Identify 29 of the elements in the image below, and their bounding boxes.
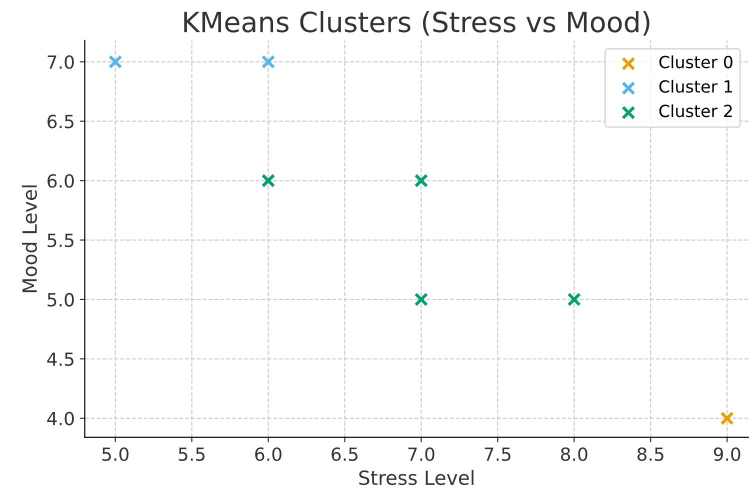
point (720, 411, 734, 426)
x-tick-label: 7.5 (484, 448, 510, 461)
point (261, 54, 276, 69)
y-tick-label: 5.0 (48, 292, 74, 307)
y-tick-label: 4.5 (47, 352, 74, 366)
x-tick-label: 8.0 (561, 447, 588, 461)
x-tick-label: 5.5 (178, 448, 205, 461)
point (567, 292, 582, 306)
y-tick-label: 7.0 (48, 55, 74, 69)
point (108, 54, 122, 69)
x-tick-label: 6.5 (332, 447, 358, 461)
y-tick-label: 6.0 (48, 174, 74, 188)
x-tick-label: 5.0 (102, 447, 128, 461)
point (261, 174, 276, 188)
x-axis-title: Stress Level (359, 470, 474, 486)
x-tick-label: 9.0 (714, 447, 740, 461)
y-tick-label: 4.0 (47, 412, 74, 426)
x-tick-label: 6.0 (255, 447, 282, 461)
y-tick-label: 5.5 (48, 234, 74, 248)
legend-label: Cluster 1 (659, 80, 732, 93)
point (414, 174, 428, 188)
chart-title: KMeans Clusters (Stress vs Mood) (184, 10, 650, 36)
legend-label: Cluster 0 (659, 55, 732, 68)
x-tick-label: 8.5 (637, 447, 664, 461)
y-axis-title: Mood Level (22, 185, 37, 292)
x-tick-label: 7.0 (408, 447, 434, 461)
legend-label: Cluster 2 (659, 104, 732, 118)
y-tick-label: 6.5 (48, 114, 74, 128)
point (414, 292, 428, 306)
